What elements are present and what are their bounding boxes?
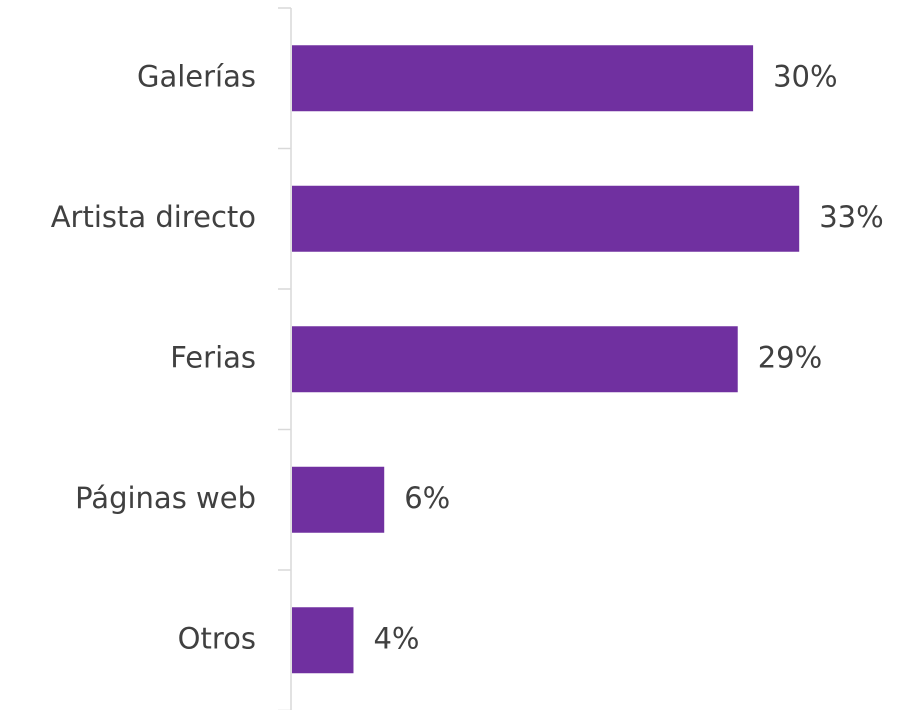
- bar: [292, 466, 385, 533]
- y-tick-label: Otros: [178, 621, 256, 655]
- data-label: 4%: [373, 621, 419, 655]
- bar: [292, 326, 738, 393]
- y-tick-label: Páginas web: [75, 481, 256, 515]
- bar: [292, 45, 754, 112]
- data-label: 29%: [758, 340, 822, 374]
- y-tick-label: Ferias: [170, 340, 256, 374]
- y-tick-label: Artista directo: [51, 200, 256, 234]
- bar: [292, 607, 354, 674]
- bar: [292, 185, 800, 252]
- data-label: 30%: [773, 59, 837, 93]
- y-tick-label: Galerías: [137, 59, 256, 93]
- data-label: 33%: [819, 200, 883, 234]
- data-label: 6%: [404, 481, 450, 515]
